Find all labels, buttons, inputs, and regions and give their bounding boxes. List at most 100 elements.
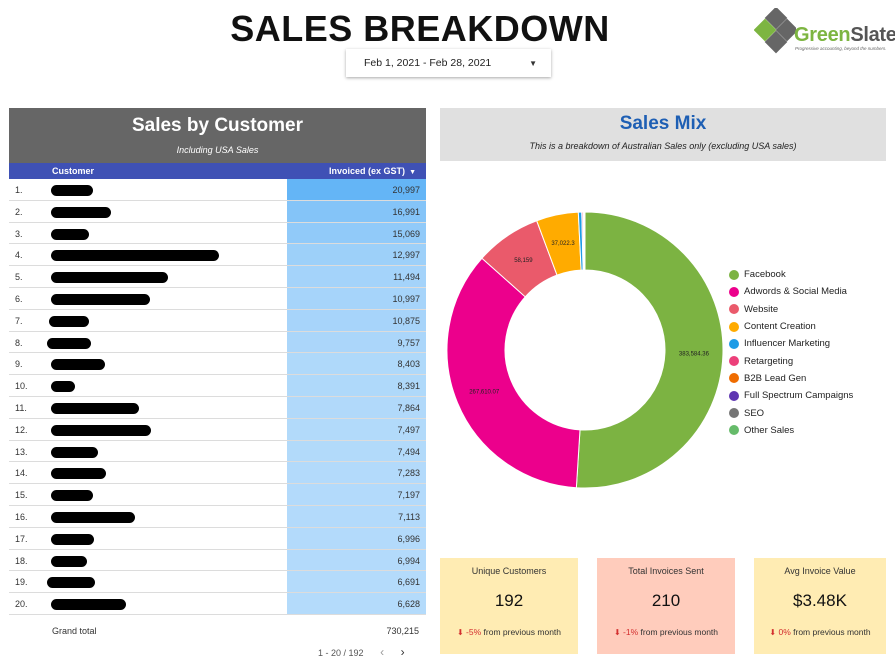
arrow-down-icon: ⬇ <box>769 628 777 637</box>
table-row[interactable]: 6. 10,997 <box>9 287 426 310</box>
table-row[interactable]: 17. 6,996 <box>9 527 426 550</box>
donut-slice-adwords-social-media[interactable] <box>446 257 581 489</box>
grand-total-value: 730,215 <box>386 626 419 636</box>
arrow-down-icon: ⬇ <box>456 628 464 637</box>
table-row[interactable]: 8. 9,757 <box>9 331 426 354</box>
row-invoiced-value: 8,391 <box>287 375 426 396</box>
legend-swatch <box>729 286 739 297</box>
redacted-customer-name <box>51 424 151 436</box>
legend-label: Influencer Marketing <box>744 338 831 350</box>
kpi-title: Total Invoices Sent <box>628 566 704 576</box>
table-row[interactable]: 16. 7,113 <box>9 505 426 528</box>
donut-data-label: 383,584.36 <box>679 351 710 357</box>
legend-label: Other Sales <box>744 424 795 436</box>
row-invoiced-value: 12,997 <box>287 244 426 266</box>
table-row[interactable]: 3. 15,069 <box>9 222 426 245</box>
legend-swatch <box>729 425 739 436</box>
legend-item[interactable]: Retargeting <box>729 352 853 369</box>
kpi-delta: ⬇ -5% from previous month <box>456 627 562 637</box>
legend-swatch <box>729 321 739 332</box>
table-row[interactable]: 11. 7,864 <box>9 396 426 419</box>
row-rank: 15. <box>15 490 28 501</box>
kpi-value: 210 <box>651 591 681 610</box>
legend-item[interactable]: Website <box>729 301 853 318</box>
table-row[interactable]: 15. 7,197 <box>9 484 426 506</box>
kpi-delta: ⬇ 0% from previous month <box>769 627 871 637</box>
redacted-customer-name <box>51 490 93 502</box>
next-page-icon[interactable]: › <box>400 645 405 659</box>
legend-item[interactable]: Other Sales <box>729 422 853 439</box>
customer-table-header: Customer Invoiced (ex GST) ▼ <box>9 163 426 179</box>
row-invoiced-value: 9,757 <box>287 331 426 353</box>
row-invoiced-value: 20,997 <box>287 179 426 200</box>
column-invoiced[interactable]: Invoiced (ex GST) ▼ <box>329 166 416 176</box>
row-invoiced-value: 10,997 <box>287 287 426 309</box>
kpi-value: $3.48K <box>793 591 847 610</box>
sales-mix-subtitle: This is a breakdown of Australian Sales … <box>529 141 797 151</box>
legend-swatch <box>729 304 739 315</box>
row-invoiced-value: 7,283 <box>287 462 426 484</box>
table-row[interactable]: 19. 6,691 <box>9 571 426 594</box>
kpi-total-invoices: Total Invoices Sent 210 ⬇ -1% from previ… <box>597 558 735 654</box>
row-rank: 14. <box>15 468 28 479</box>
legend-label: SEO <box>744 407 765 419</box>
legend-item[interactable]: SEO <box>729 404 853 421</box>
row-rank: 13. <box>15 446 28 457</box>
legend-item[interactable]: Adwords & Social Media <box>729 283 853 300</box>
redacted-customer-name <box>51 555 87 567</box>
table-row[interactable]: 12. 7,497 <box>9 418 426 441</box>
legend-item[interactable]: Facebook <box>729 266 853 283</box>
table-row[interactable]: 7. 10,875 <box>9 309 426 332</box>
date-range-picker[interactable]: Feb 1, 2021 - Feb 28, 2021 ▼ <box>346 49 551 77</box>
sort-desc-icon: ▼ <box>409 169 416 176</box>
legend-label: B2B Lead Gen <box>744 372 807 384</box>
table-row[interactable]: 18. 6,994 <box>9 549 426 572</box>
table-row[interactable]: 9. 8,403 <box>9 353 426 376</box>
legend-swatch <box>729 338 739 349</box>
redacted-customer-name <box>51 206 111 218</box>
legend-item[interactable]: Content Creation <box>729 318 853 335</box>
redacted-customer-name <box>51 228 89 240</box>
redacted-customer-name <box>51 446 98 458</box>
table-row[interactable]: 13. 7,494 <box>9 440 426 463</box>
row-rank: 16. <box>15 511 28 522</box>
redacted-customer-name <box>51 293 150 305</box>
donut-slice-facebook[interactable] <box>575 211 724 489</box>
table-row[interactable]: 20. 6,628 <box>9 593 426 615</box>
table-row[interactable]: 1. 20,997 <box>9 179 426 201</box>
legend-item[interactable]: Influencer Marketing <box>729 335 853 352</box>
redacted-customer-name <box>49 315 89 327</box>
row-invoiced-value: 7,113 <box>287 505 426 527</box>
redacted-customer-name <box>51 533 94 545</box>
redacted-customer-name <box>51 599 126 611</box>
donut-data-label: 58,159 <box>514 258 533 264</box>
column-customer[interactable]: Customer <box>52 166 95 176</box>
prev-page-icon[interactable]: ‹ <box>380 645 385 659</box>
table-row[interactable]: 10. 8,391 <box>9 375 426 397</box>
sales-by-customer-subtitle: Including USA Sales <box>176 145 259 155</box>
row-rank: 2. <box>15 206 23 217</box>
sales-mix-title: Sales Mix <box>619 113 707 134</box>
table-row[interactable]: 5. 11,494 <box>9 266 426 288</box>
grand-total-label: Grand total <box>52 626 97 636</box>
sales-by-customer-header: Sales by Customer Including USA Sales <box>9 108 426 163</box>
table-row[interactable]: 2. 16,991 <box>9 200 426 223</box>
row-invoiced-value: 6,691 <box>287 571 426 593</box>
row-invoiced-value: 6,994 <box>287 549 426 571</box>
row-rank: 18. <box>15 555 28 566</box>
table-row[interactable]: 4. 12,997 <box>9 244 426 267</box>
row-invoiced-value: 15,069 <box>287 222 426 244</box>
row-invoiced-value: 7,494 <box>287 440 426 462</box>
legend-item[interactable]: B2B Lead Gen <box>729 370 853 387</box>
logo-diamonds-icon <box>754 8 796 54</box>
redacted-customer-name <box>51 468 106 480</box>
table-row[interactable]: 14. 7,283 <box>9 462 426 485</box>
redacted-customer-name <box>47 337 91 349</box>
redacted-customer-name <box>51 359 105 371</box>
legend-item[interactable]: Full Spectrum Campaigns <box>729 387 853 404</box>
row-invoiced-value: 7,497 <box>287 418 426 440</box>
legend-swatch <box>729 390 739 401</box>
legend-swatch <box>729 408 739 419</box>
sales-mix-donut-chart: 383,584.36 267,610.07 58,159 37,022.3 <box>446 211 724 489</box>
donut-data-label: 267,610.07 <box>469 389 500 395</box>
